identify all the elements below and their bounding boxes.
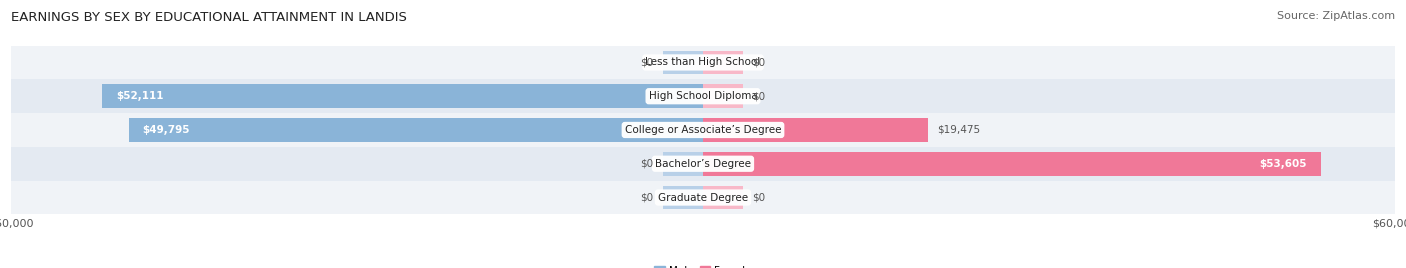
Text: EARNINGS BY SEX BY EDUCATIONAL ATTAINMENT IN LANDIS: EARNINGS BY SEX BY EDUCATIONAL ATTAINMEN… [11,11,408,24]
Text: Less than High School: Less than High School [645,57,761,68]
Bar [129,118,703,142]
Bar [662,186,703,209]
Text: $19,475: $19,475 [936,125,980,135]
Bar [11,113,1395,147]
Bar [662,51,703,74]
Legend: Male, Female: Male, Female [650,262,756,268]
Text: Graduate Degree: Graduate Degree [658,192,748,203]
Bar [703,152,1322,176]
Bar [703,118,928,142]
Text: $0: $0 [640,159,654,169]
Text: $53,605: $53,605 [1260,159,1308,169]
Bar [11,147,1395,181]
Text: Source: ZipAtlas.com: Source: ZipAtlas.com [1277,11,1395,21]
Text: $49,795: $49,795 [143,125,190,135]
Text: $0: $0 [640,57,654,68]
Text: $0: $0 [640,192,654,203]
Bar [662,152,703,176]
Bar [103,84,703,108]
Text: High School Diploma: High School Diploma [648,91,758,101]
Text: College or Associate’s Degree: College or Associate’s Degree [624,125,782,135]
Bar [703,51,744,74]
Text: $0: $0 [752,91,766,101]
Bar [703,186,744,209]
Text: $52,111: $52,111 [117,91,163,101]
Bar [11,46,1395,79]
Text: Bachelor’s Degree: Bachelor’s Degree [655,159,751,169]
Bar [703,84,744,108]
Text: $0: $0 [752,192,766,203]
Bar [11,79,1395,113]
Text: $0: $0 [752,57,766,68]
Bar [11,181,1395,214]
